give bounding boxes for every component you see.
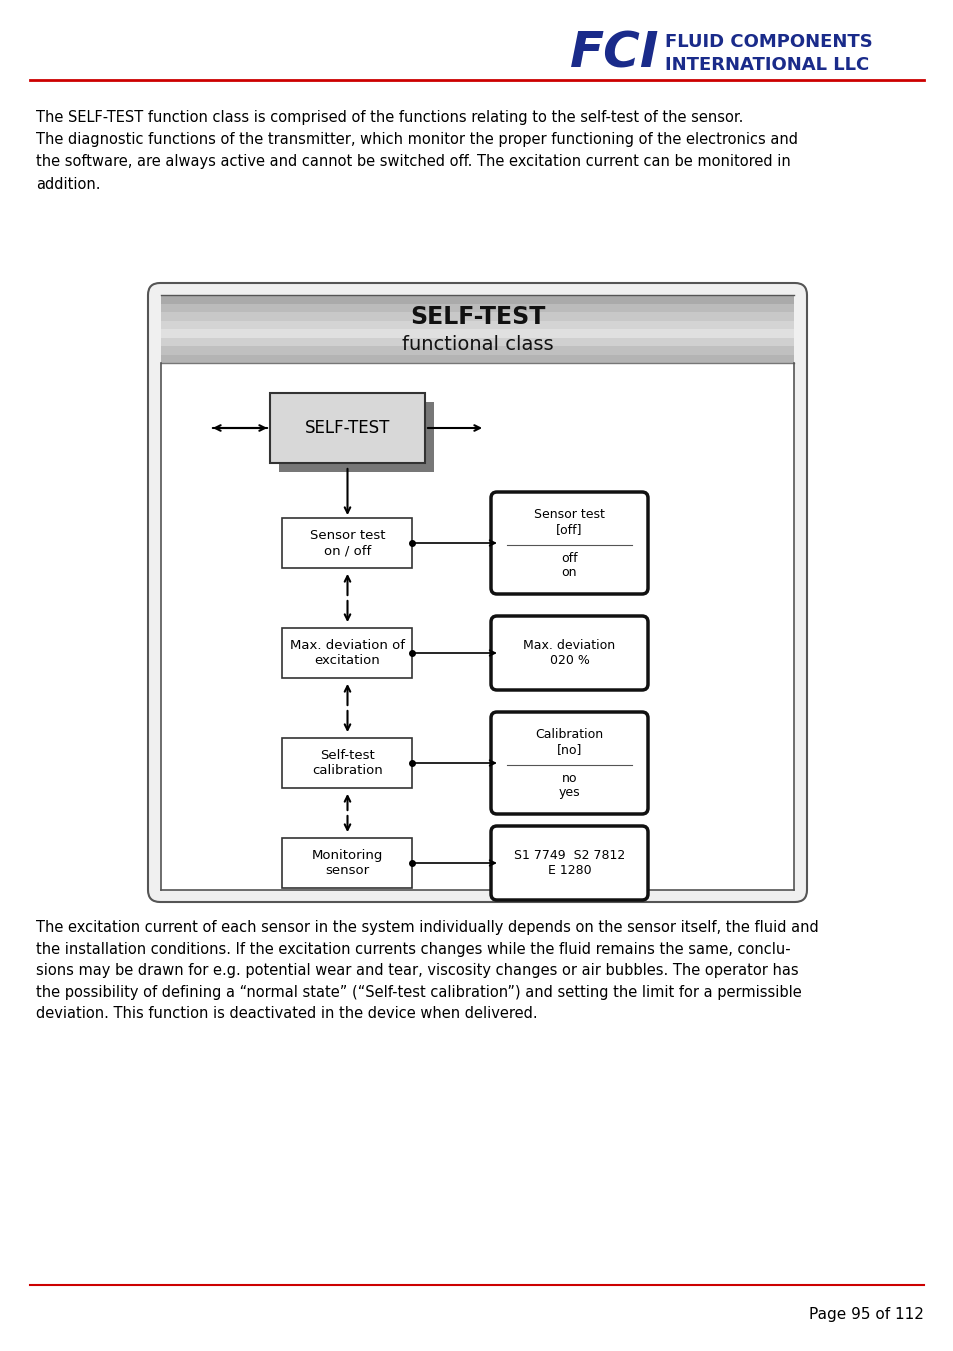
Text: no: no [561,771,577,785]
Bar [161,295,793,304]
Text: on: on [561,566,577,580]
FancyBboxPatch shape [148,282,806,902]
Text: INTERNATIONAL LLC: INTERNATIONAL LLC [664,55,868,74]
Bar [161,330,793,338]
Text: Page 95 of 112: Page 95 of 112 [808,1308,923,1323]
Text: SELF-TEST: SELF-TEST [305,419,390,436]
FancyBboxPatch shape [491,712,647,815]
Text: Monitoring
sensor: Monitoring sensor [312,848,383,877]
Bar [282,517,412,567]
Bar [161,312,793,320]
Text: yes: yes [558,786,579,800]
Bar [161,304,793,312]
Text: Self-test
calibration: Self-test calibration [312,748,382,777]
Bar [161,363,793,890]
Bar [278,403,434,471]
Bar [161,338,793,346]
Text: FLUID COMPONENTS: FLUID COMPONENTS [664,32,872,51]
Text: off: off [560,551,578,565]
Text: The excitation current of each sensor in the system individually depends on the : The excitation current of each sensor in… [36,920,818,1021]
FancyBboxPatch shape [491,492,647,594]
Bar [282,838,412,888]
Bar [282,738,412,788]
Text: Sensor test
on / off: Sensor test on / off [310,530,385,557]
Text: S1 7749  S2 7812
E 1280: S1 7749 S2 7812 E 1280 [514,848,624,877]
Bar [161,346,793,354]
Text: Max. deviation of
excitation: Max. deviation of excitation [290,639,405,667]
Bar [161,320,793,330]
Bar [282,628,412,678]
Text: functional class: functional class [401,335,553,354]
Text: The SELF-TEST function class is comprised of the functions relating to the self-: The SELF-TEST function class is comprise… [36,109,797,192]
Text: FCI: FCI [569,28,659,77]
Text: Sensor test
[off]: Sensor test [off] [534,508,604,536]
FancyBboxPatch shape [491,616,647,690]
Text: SELF-TEST: SELF-TEST [410,305,544,330]
Bar [270,393,424,463]
FancyBboxPatch shape [491,825,647,900]
Text: Max. deviation
020 %: Max. deviation 020 % [523,639,615,667]
Bar [161,354,793,363]
Text: Calibration
[no]: Calibration [no] [535,728,603,757]
